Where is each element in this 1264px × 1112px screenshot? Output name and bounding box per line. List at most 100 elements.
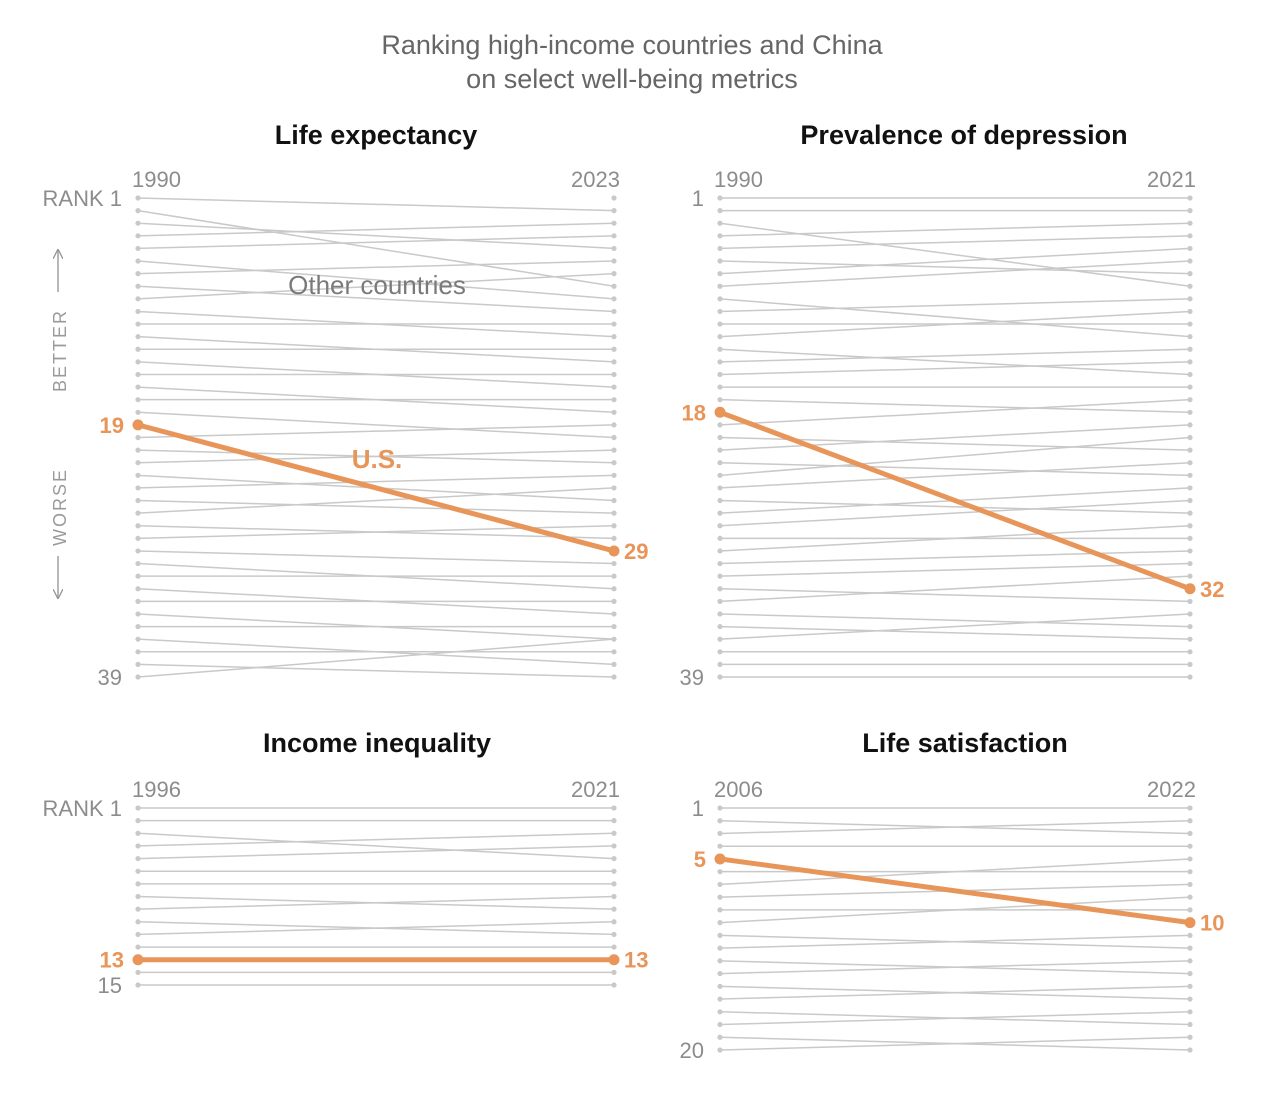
rank-dot <box>135 649 141 655</box>
rank-dot <box>611 944 617 950</box>
rank-dot <box>1187 245 1193 252</box>
rank-dot <box>611 893 617 900</box>
rank-dot <box>1187 233 1193 239</box>
rank-dot <box>717 920 723 926</box>
rank-dot <box>1187 661 1193 667</box>
other-country-line <box>719 588 1191 603</box>
other-country-line <box>719 819 1191 835</box>
other-country-line <box>137 487 615 514</box>
rank-dot <box>1187 208 1193 214</box>
rank-dot <box>717 894 723 900</box>
rank-dot <box>717 359 723 365</box>
rank-dot <box>611 472 617 478</box>
rank-dot <box>135 434 141 441</box>
rank-dot <box>135 855 141 862</box>
other-country-line <box>137 285 615 313</box>
chart-title: Ranking high-income countries and China … <box>0 28 1264 96</box>
panel-title: Life expectancy <box>275 120 478 150</box>
rank-dot <box>1187 1009 1193 1015</box>
us-end-label: 32 <box>1200 577 1224 602</box>
rank-dot <box>135 586 141 592</box>
rank-dot <box>1187 472 1193 478</box>
us-start-point <box>132 419 144 431</box>
other-country-line <box>719 424 1191 451</box>
rank-dot <box>611 371 617 378</box>
rank-dot <box>717 233 723 239</box>
rank-dot <box>717 674 723 680</box>
start-year-label: 1990 <box>132 167 181 192</box>
other-country-line <box>137 449 615 464</box>
rank-dot <box>1187 1021 1193 1028</box>
rank-dot <box>717 422 723 428</box>
rank-dot <box>1187 636 1193 642</box>
rank-dot <box>135 485 141 491</box>
other-country-line <box>719 858 1191 886</box>
us-end-point <box>608 545 620 557</box>
rank-dot <box>135 598 141 604</box>
rank-dot <box>1187 674 1193 680</box>
rank-dot <box>611 321 617 327</box>
other-country-line <box>719 625 1191 640</box>
rank-dot <box>135 359 141 365</box>
other-country-line <box>137 474 615 489</box>
other-country-line <box>719 461 1191 477</box>
rank-dot <box>717 371 723 378</box>
other-country-line <box>137 499 615 514</box>
rank-dot <box>135 868 141 874</box>
rank-dot <box>1187 548 1193 554</box>
rank-dot <box>135 233 141 239</box>
rank-dot <box>1187 881 1193 888</box>
rank-dot <box>717 560 723 567</box>
rank-dot <box>135 818 141 824</box>
rank-dot <box>611 805 617 811</box>
panel-title: Life satisfaction <box>862 728 1068 758</box>
other-country-line <box>137 222 615 250</box>
rank-dot <box>1187 932 1193 938</box>
other-country-line <box>719 613 1191 628</box>
rank-dot <box>135 893 141 900</box>
rank-dot <box>717 869 723 875</box>
rank-dot <box>611 969 617 975</box>
rank-dot <box>611 523 617 529</box>
rank-dot <box>611 245 617 252</box>
rank-dot <box>1187 485 1193 491</box>
rank-dot <box>717 649 723 655</box>
other-country-line <box>137 832 615 847</box>
us-end-point <box>1184 583 1196 595</box>
rank-dot <box>1187 384 1193 390</box>
rank-dot <box>135 982 141 988</box>
rank-dot <box>135 371 141 378</box>
end-year-label: 2021 <box>1147 167 1196 192</box>
us-start-point <box>714 853 726 865</box>
rank-dot <box>611 497 617 504</box>
rank-dot <box>1187 447 1193 453</box>
rank-dot <box>717 447 723 453</box>
rank-dot <box>717 1047 723 1053</box>
other-country-line <box>719 398 1191 426</box>
other-country-line <box>719 524 1191 552</box>
rank-dot <box>1187 535 1193 541</box>
rank-dot <box>135 661 141 667</box>
rank-dot <box>135 208 141 214</box>
other-country-line <box>137 663 615 678</box>
rank-dot <box>135 548 141 554</box>
us-start-label: 13 <box>100 948 124 973</box>
other-country-line <box>719 235 1191 250</box>
rank-dot <box>717 1034 723 1040</box>
other-country-line <box>719 298 1191 313</box>
rank-dot <box>717 283 723 289</box>
rank-dot <box>611 919 617 925</box>
rank-dot <box>611 384 617 390</box>
bottom-rank-label: 39 <box>680 665 704 690</box>
rank-dot <box>611 855 617 862</box>
us-start-point <box>714 406 726 418</box>
other-country-line <box>137 424 615 439</box>
rank-dot <box>1187 818 1193 824</box>
us-end-point <box>1184 917 1196 929</box>
rank-dot <box>1187 856 1193 862</box>
rank-dot <box>717 346 723 352</box>
rank-dot <box>717 636 723 642</box>
rank-dot <box>1187 308 1193 315</box>
rank-dot <box>1187 346 1193 352</box>
rank-dot <box>717 321 723 327</box>
